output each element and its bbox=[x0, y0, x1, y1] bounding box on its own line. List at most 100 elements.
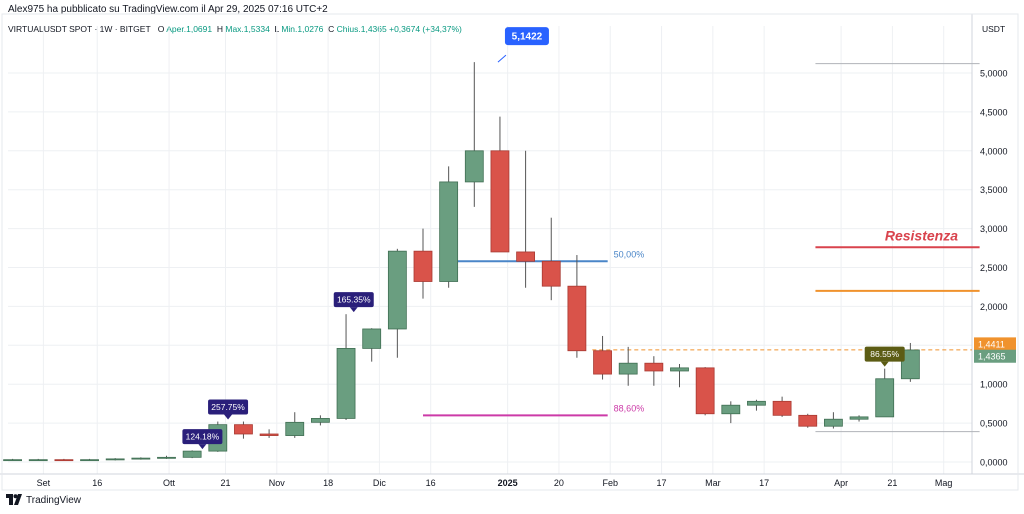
candle-body bbox=[875, 378, 895, 418]
candle bbox=[439, 166, 459, 288]
candle bbox=[310, 415, 330, 426]
x-tick-label: 21 bbox=[220, 478, 230, 488]
callout-pointer bbox=[349, 307, 358, 313]
x-tick-label: Dic bbox=[373, 478, 386, 488]
price-tag-text: 1,4365 bbox=[978, 352, 1006, 362]
candle bbox=[3, 458, 22, 462]
candle bbox=[721, 401, 741, 424]
candle bbox=[362, 328, 382, 362]
x-tick-label: Apr bbox=[834, 478, 848, 488]
candle-body bbox=[798, 414, 818, 427]
candle bbox=[772, 396, 792, 417]
candle-body bbox=[695, 367, 715, 415]
price-tag-text: 1,4411 bbox=[978, 339, 1005, 349]
y-tick-label: 3,5000 bbox=[980, 185, 1008, 195]
grid bbox=[8, 26, 972, 474]
candle bbox=[490, 116, 510, 253]
candle bbox=[900, 342, 920, 382]
candle bbox=[28, 458, 48, 462]
x-tick-label: Set bbox=[37, 478, 51, 488]
candle-body bbox=[747, 400, 766, 406]
candle-body bbox=[28, 459, 48, 462]
candle bbox=[234, 421, 253, 439]
candle-body bbox=[900, 349, 920, 380]
x-tick-label: 16 bbox=[92, 478, 102, 488]
candle-body bbox=[131, 457, 151, 460]
candle-body bbox=[157, 456, 176, 459]
candle bbox=[336, 314, 356, 420]
tradingview-logo-icon[interactable] bbox=[6, 494, 22, 506]
candle bbox=[695, 367, 715, 416]
candle bbox=[567, 255, 587, 358]
open-value: Aper.1,0691 bbox=[166, 24, 213, 34]
close-value: Chius.1,4365 bbox=[336, 24, 387, 34]
footer-brand: TradingView bbox=[6, 494, 81, 506]
x-tick-label: 20 bbox=[554, 478, 564, 488]
close-label: C bbox=[328, 24, 335, 34]
price-tag-green bbox=[974, 349, 1016, 363]
candle bbox=[387, 248, 407, 358]
x-tick-label: 21 bbox=[887, 478, 897, 488]
candle-body bbox=[490, 150, 510, 253]
callout-box bbox=[504, 27, 549, 46]
callout-label: 86.55% bbox=[864, 346, 905, 367]
candle-body bbox=[285, 421, 305, 436]
x-tick-label: 18 bbox=[323, 478, 333, 488]
candle-body bbox=[644, 362, 664, 372]
callout-box bbox=[208, 399, 249, 415]
fib-88-label: 88,60% bbox=[614, 403, 645, 413]
candle bbox=[875, 368, 895, 418]
candle-body bbox=[849, 416, 869, 420]
candle-body bbox=[824, 418, 843, 427]
callout-text: 86.55% bbox=[870, 349, 899, 359]
callout-text: 124.18% bbox=[186, 432, 220, 442]
footer-brand-name[interactable]: TradingView bbox=[26, 494, 82, 506]
y-tick-label: 1,0000 bbox=[980, 380, 1008, 390]
callout-pointer bbox=[224, 414, 233, 420]
candle bbox=[413, 228, 433, 299]
candle-body bbox=[413, 250, 433, 282]
candle-body bbox=[259, 433, 279, 436]
publisher-line: Alex975 ha pubblicato su TradingView.com… bbox=[8, 4, 328, 15]
callout-label: 5,1422 bbox=[497, 27, 549, 63]
x-tick-label: Ott bbox=[163, 478, 176, 488]
candle bbox=[644, 356, 664, 386]
candle-body bbox=[182, 450, 202, 458]
price-tag-orange bbox=[974, 337, 1016, 351]
candle bbox=[464, 62, 484, 207]
candle bbox=[849, 415, 869, 422]
candle-body bbox=[516, 251, 535, 262]
callout-text: 257.75% bbox=[211, 402, 245, 412]
symbol-name[interactable]: VIRTUALUSDT SPOT · 1W · BITGET bbox=[8, 24, 151, 34]
y-tick-label: 5,0000 bbox=[980, 69, 1008, 79]
candle-body bbox=[54, 459, 74, 462]
callout-box bbox=[864, 346, 905, 362]
candle-body bbox=[670, 367, 689, 372]
x-tick-label: Nov bbox=[269, 478, 286, 488]
x-tick-label: 17 bbox=[759, 478, 769, 488]
candle bbox=[157, 455, 176, 459]
candle bbox=[670, 363, 689, 388]
candle bbox=[131, 457, 151, 460]
callout-box bbox=[182, 429, 223, 445]
candle-body bbox=[310, 418, 330, 423]
candle bbox=[798, 413, 818, 428]
candle bbox=[80, 458, 99, 462]
low-value: Min.1,0276 bbox=[281, 24, 324, 34]
candle-body bbox=[105, 458, 125, 461]
fib-50-label: 50,00% bbox=[614, 249, 645, 259]
chart-border bbox=[1, 13, 1019, 491]
x-tick-label: 17 bbox=[657, 478, 667, 488]
candles bbox=[3, 62, 920, 462]
callout-label: 165.35% bbox=[333, 292, 374, 313]
candle-body bbox=[618, 362, 638, 375]
candle bbox=[54, 458, 74, 462]
candle-body bbox=[336, 348, 356, 419]
candle-body bbox=[772, 400, 792, 416]
change-value: +0,3674 (+34,37%) bbox=[389, 24, 462, 34]
y-tick-label: 4,5000 bbox=[980, 107, 1008, 117]
candle-body bbox=[439, 181, 459, 282]
resistance-label: Resistenza bbox=[885, 227, 958, 243]
